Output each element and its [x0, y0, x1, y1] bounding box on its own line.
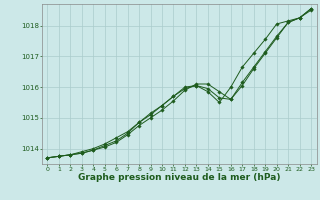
- X-axis label: Graphe pression niveau de la mer (hPa): Graphe pression niveau de la mer (hPa): [78, 173, 280, 182]
